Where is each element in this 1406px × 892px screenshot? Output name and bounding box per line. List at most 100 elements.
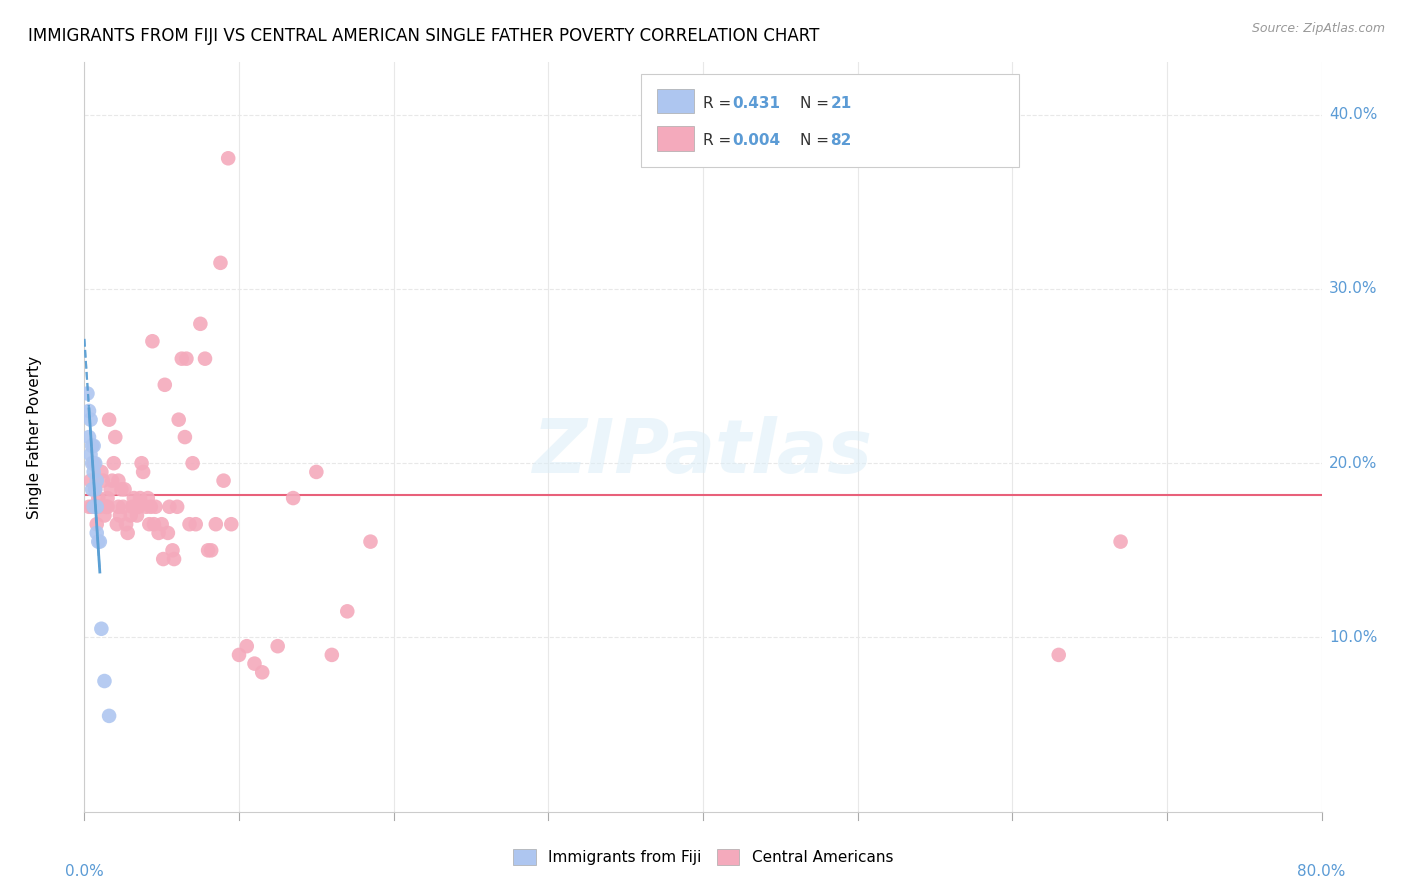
- Point: [114, 483, 136, 497]
- Text: 80.0%: 80.0%: [1298, 864, 1346, 879]
- Point: [93, 673, 115, 688]
- Point: [176, 351, 198, 366]
- Point: [76, 386, 98, 401]
- FancyBboxPatch shape: [657, 88, 695, 113]
- Point: [336, 604, 359, 618]
- Point: [83, 465, 105, 479]
- Point: [217, 151, 239, 165]
- Point: [93, 508, 115, 523]
- Point: [91, 474, 114, 488]
- Point: [150, 517, 173, 532]
- Point: [117, 525, 139, 540]
- Point: [235, 639, 259, 653]
- Text: 40.0%: 40.0%: [1329, 107, 1378, 122]
- Point: [120, 508, 142, 523]
- Point: [86, 517, 108, 532]
- Point: [243, 657, 266, 671]
- Point: [209, 256, 232, 270]
- FancyBboxPatch shape: [641, 74, 1018, 168]
- Point: [159, 500, 180, 514]
- Point: [148, 525, 170, 540]
- Point: [156, 525, 179, 540]
- Point: [170, 351, 193, 366]
- Point: [86, 500, 108, 514]
- Point: [87, 534, 110, 549]
- Point: [166, 500, 188, 514]
- Point: [87, 491, 110, 505]
- Point: [104, 430, 127, 444]
- Point: [131, 456, 153, 470]
- Text: 10.0%: 10.0%: [1329, 630, 1378, 645]
- Point: [84, 483, 107, 497]
- Point: [82, 456, 104, 470]
- Point: [82, 483, 104, 497]
- Point: [360, 534, 382, 549]
- Point: [98, 709, 121, 723]
- Point: [90, 465, 112, 479]
- Text: 0.0%: 0.0%: [65, 864, 104, 879]
- Point: [122, 491, 145, 505]
- Point: [188, 317, 211, 331]
- Point: [77, 430, 100, 444]
- Point: [96, 491, 118, 505]
- Point: [1047, 648, 1070, 662]
- Point: [219, 517, 242, 532]
- Text: R =: R =: [703, 96, 737, 112]
- Point: [110, 483, 132, 497]
- Point: [305, 465, 328, 479]
- Point: [100, 483, 122, 497]
- Point: [250, 665, 273, 680]
- Text: 0.004: 0.004: [733, 133, 780, 148]
- Point: [79, 412, 101, 426]
- Point: [112, 500, 135, 514]
- Point: [83, 439, 105, 453]
- Text: Source: ZipAtlas.com: Source: ZipAtlas.com: [1251, 22, 1385, 36]
- Point: [179, 517, 201, 532]
- Text: 21: 21: [831, 96, 852, 112]
- Point: [321, 648, 343, 662]
- Point: [212, 474, 235, 488]
- Point: [79, 448, 101, 462]
- Point: [143, 517, 166, 532]
- Point: [89, 500, 111, 514]
- Text: 0.431: 0.431: [733, 96, 780, 112]
- Point: [184, 517, 207, 532]
- Point: [101, 474, 124, 488]
- Point: [89, 534, 111, 549]
- Point: [135, 500, 157, 514]
- Point: [125, 508, 148, 523]
- Point: [84, 456, 107, 470]
- Point: [84, 483, 107, 497]
- Point: [83, 500, 105, 514]
- Point: [136, 491, 159, 505]
- Point: [152, 552, 174, 566]
- Text: N =: N =: [800, 133, 834, 148]
- Point: [194, 351, 217, 366]
- Point: [82, 500, 104, 514]
- Point: [77, 404, 100, 418]
- Point: [205, 517, 228, 532]
- Point: [132, 465, 155, 479]
- Point: [167, 412, 190, 426]
- Point: [163, 552, 186, 566]
- FancyBboxPatch shape: [657, 126, 695, 151]
- Point: [90, 622, 112, 636]
- Point: [86, 525, 108, 540]
- Point: [200, 543, 222, 558]
- Point: [96, 500, 118, 514]
- Text: 82: 82: [831, 133, 852, 148]
- Point: [129, 491, 152, 505]
- Point: [1109, 534, 1132, 549]
- Point: [145, 500, 167, 514]
- Point: [98, 412, 121, 426]
- Point: [86, 474, 108, 488]
- Point: [162, 543, 184, 558]
- Point: [138, 517, 160, 532]
- Point: [107, 500, 129, 514]
- Point: [197, 543, 219, 558]
- Point: [181, 456, 204, 470]
- Legend: Immigrants from Fiji, Central Americans: Immigrants from Fiji, Central Americans: [506, 843, 900, 871]
- Point: [108, 508, 131, 523]
- Point: [105, 517, 128, 532]
- Point: [107, 474, 129, 488]
